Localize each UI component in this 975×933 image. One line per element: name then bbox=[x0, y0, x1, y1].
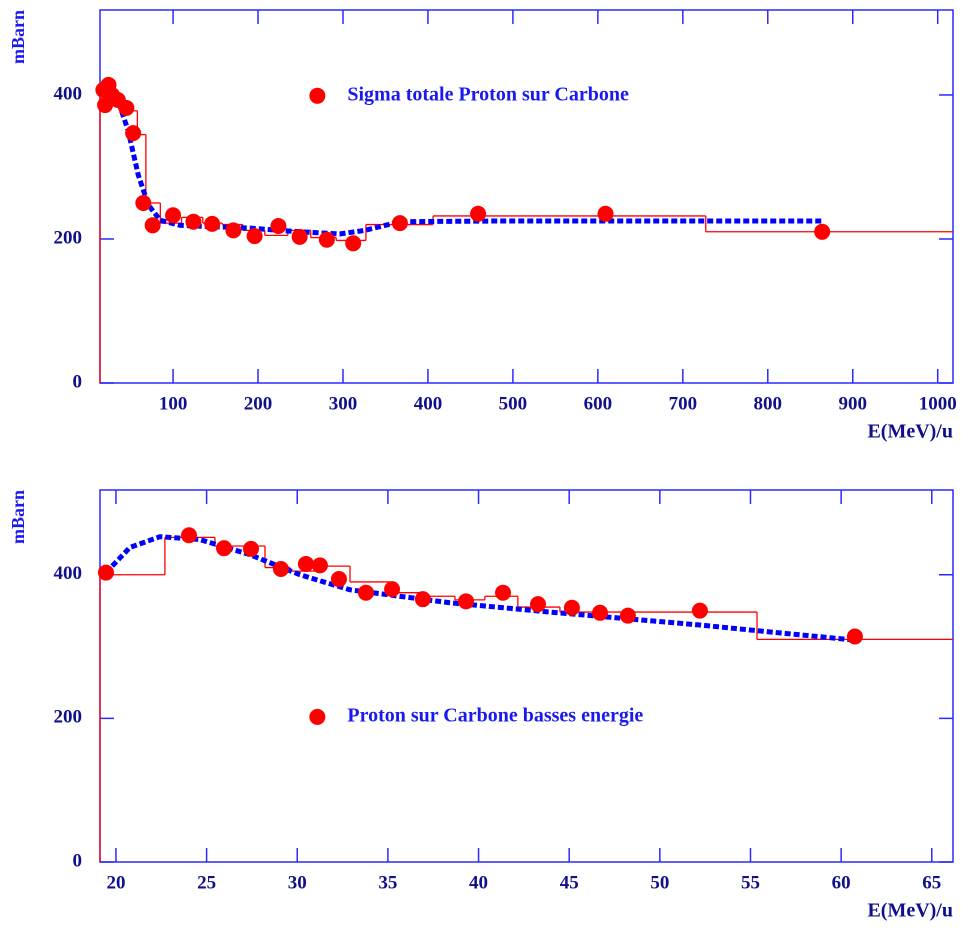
data-point bbox=[330, 571, 347, 588]
data-point bbox=[846, 628, 863, 645]
data-point bbox=[225, 222, 242, 239]
x-tick-label: 60 bbox=[832, 872, 851, 893]
y-axis-label: mBarn bbox=[8, 10, 28, 64]
data-point bbox=[530, 596, 547, 613]
x-tick-label: 50 bbox=[650, 872, 669, 893]
data-point bbox=[118, 99, 135, 116]
fit-curve bbox=[104, 534, 856, 643]
data-point bbox=[814, 223, 831, 240]
panel: 0 200 400 20 25 30 35 40 45 50 55 60 65 mBarn E(MeV)/u… bbox=[8, 489, 954, 922]
x-tick-label: 500 bbox=[499, 393, 528, 414]
x-tick-label: 200 bbox=[244, 393, 273, 414]
data-point bbox=[691, 602, 708, 619]
x-tick-label: 300 bbox=[329, 393, 358, 414]
legend-marker bbox=[309, 708, 326, 725]
x-tick-label: 25 bbox=[197, 872, 216, 893]
y-axis-label: mBarn bbox=[8, 490, 28, 544]
y-tick-label: 400 bbox=[54, 83, 83, 104]
data-point bbox=[345, 235, 362, 252]
data-point bbox=[311, 557, 328, 574]
data-point bbox=[592, 604, 609, 621]
data-point bbox=[204, 215, 221, 232]
data-point bbox=[216, 540, 233, 557]
data-point bbox=[297, 555, 314, 572]
panel: 0 200 400 100 200 300 400 500 600 700 800 900 1000 mB… bbox=[8, 9, 957, 443]
fit-curve bbox=[98, 82, 823, 237]
x-tick-label: 30 bbox=[288, 872, 307, 893]
data-point bbox=[97, 564, 114, 581]
data-point bbox=[181, 527, 198, 544]
data-point bbox=[597, 205, 614, 222]
data-point bbox=[125, 125, 142, 142]
x-tick-label: 35 bbox=[378, 872, 397, 893]
x-tick-label: 400 bbox=[414, 393, 443, 414]
data-point bbox=[458, 593, 475, 610]
data-point bbox=[414, 591, 431, 608]
data-point bbox=[619, 607, 636, 624]
y-tick-label: 0 bbox=[73, 850, 83, 871]
x-axis-label: E(MeV)/u bbox=[867, 900, 953, 922]
x-tick-label: 600 bbox=[584, 393, 613, 414]
x-tick-label: 700 bbox=[669, 393, 698, 414]
x-tick-label: 900 bbox=[838, 393, 867, 414]
y-tick-label: 0 bbox=[73, 371, 83, 392]
data-point bbox=[318, 231, 335, 248]
data-point bbox=[495, 584, 512, 601]
data-point bbox=[272, 560, 289, 577]
x-axis-label: E(MeV)/u bbox=[867, 421, 953, 443]
data-point bbox=[384, 581, 401, 598]
data-point bbox=[135, 194, 152, 211]
data-point bbox=[246, 228, 263, 245]
x-tick-label: 800 bbox=[754, 393, 783, 414]
data-point bbox=[243, 540, 260, 557]
x-tick-label: 65 bbox=[922, 872, 941, 893]
x-tick-label: 1000 bbox=[919, 393, 957, 414]
y-tick-label: 200 bbox=[54, 707, 83, 728]
x-tick-label: 40 bbox=[469, 872, 488, 893]
data-point bbox=[391, 215, 408, 232]
data-point bbox=[470, 205, 487, 222]
legend-label: Proton sur Carbone basses energie bbox=[347, 705, 643, 727]
x-tick-label: 55 bbox=[741, 872, 760, 893]
y-tick-label: 400 bbox=[54, 563, 83, 584]
data-point bbox=[291, 228, 308, 245]
legend-marker bbox=[309, 87, 326, 104]
legend-label: Sigma totale Proton sur Carbone bbox=[347, 83, 629, 105]
x-tick-label: 45 bbox=[560, 872, 579, 893]
data-point bbox=[357, 584, 374, 601]
data-point bbox=[185, 213, 202, 230]
data-point bbox=[165, 207, 182, 224]
data-point bbox=[270, 218, 287, 235]
y-tick-label: 200 bbox=[54, 227, 83, 248]
plot-frame bbox=[99, 9, 954, 384]
data-point bbox=[563, 599, 580, 616]
data-point bbox=[144, 217, 161, 234]
x-tick-label: 20 bbox=[106, 872, 125, 893]
x-tick-label: 100 bbox=[159, 393, 188, 414]
